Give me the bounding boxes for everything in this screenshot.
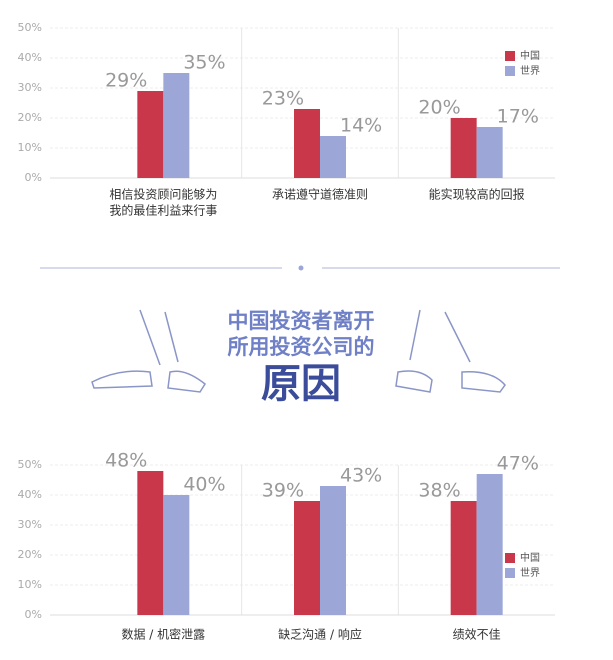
- value-label: 39%: [262, 480, 304, 502]
- value-label: 20%: [418, 97, 460, 119]
- legend-label: 世界: [520, 567, 540, 579]
- value-label: 47%: [497, 453, 539, 475]
- divider-dot: [298, 265, 304, 271]
- bar: [294, 109, 320, 178]
- y-tick-label: 50%: [18, 21, 42, 34]
- y-tick-label: 0%: [25, 608, 42, 621]
- legend-label: 中国: [520, 551, 540, 564]
- x-tick-label: 我的最佳利益来行事: [109, 203, 217, 218]
- legend-label: 中国: [520, 49, 540, 62]
- y-tick-label: 0%: [25, 171, 42, 184]
- x-tick-label: 绩效不佳: [453, 627, 501, 642]
- y-tick-label: 10%: [18, 141, 42, 154]
- y-tick-label: 10%: [18, 578, 42, 591]
- bar: [450, 501, 477, 615]
- legend-label: 世界: [520, 65, 540, 77]
- bar: [163, 73, 190, 178]
- banner-line: 所用投资公司的: [228, 335, 375, 359]
- bar: [320, 136, 346, 178]
- bar: [137, 471, 164, 615]
- value-label: 40%: [183, 474, 225, 496]
- y-tick-label: 40%: [18, 51, 42, 64]
- value-label: 17%: [497, 106, 539, 128]
- x-tick-label: 能实现较高的回报: [429, 187, 525, 202]
- y-tick-label: 20%: [18, 111, 42, 124]
- bar: [450, 118, 477, 178]
- y-tick-label: 30%: [18, 81, 42, 94]
- bar: [320, 486, 346, 615]
- value-label: 14%: [340, 115, 382, 137]
- value-label: 35%: [183, 52, 225, 74]
- bar: [476, 127, 503, 178]
- bar: [137, 91, 164, 178]
- legend-swatch: [505, 553, 515, 563]
- walking-legs-right: [395, 309, 506, 393]
- x-tick-label: 缺乏沟通 / 响应: [278, 627, 362, 642]
- value-label: 48%: [105, 450, 147, 472]
- value-label: 38%: [418, 480, 460, 502]
- legend-swatch: [505, 568, 515, 578]
- walking-legs-left: [91, 309, 206, 393]
- value-label: 29%: [105, 70, 147, 92]
- bar: [294, 501, 320, 615]
- bar: [476, 474, 503, 615]
- legend-swatch: [505, 66, 515, 76]
- value-label: 43%: [340, 465, 382, 487]
- value-label: 23%: [262, 88, 304, 110]
- x-tick-label: 相信投资顾问能够为: [109, 187, 217, 202]
- bar: [163, 495, 190, 615]
- x-tick-label: 承诺遵守道德准则: [272, 187, 368, 202]
- legend-swatch: [505, 51, 515, 61]
- y-tick-label: 50%: [18, 458, 42, 471]
- banner-highlight: 原因: [261, 361, 341, 407]
- x-tick-label: 数据 / 机密泄露: [121, 627, 205, 642]
- y-tick-label: 40%: [18, 488, 42, 501]
- y-tick-label: 30%: [18, 518, 42, 531]
- y-tick-label: 20%: [18, 548, 42, 561]
- banner-line: 中国投资者离开: [228, 309, 375, 333]
